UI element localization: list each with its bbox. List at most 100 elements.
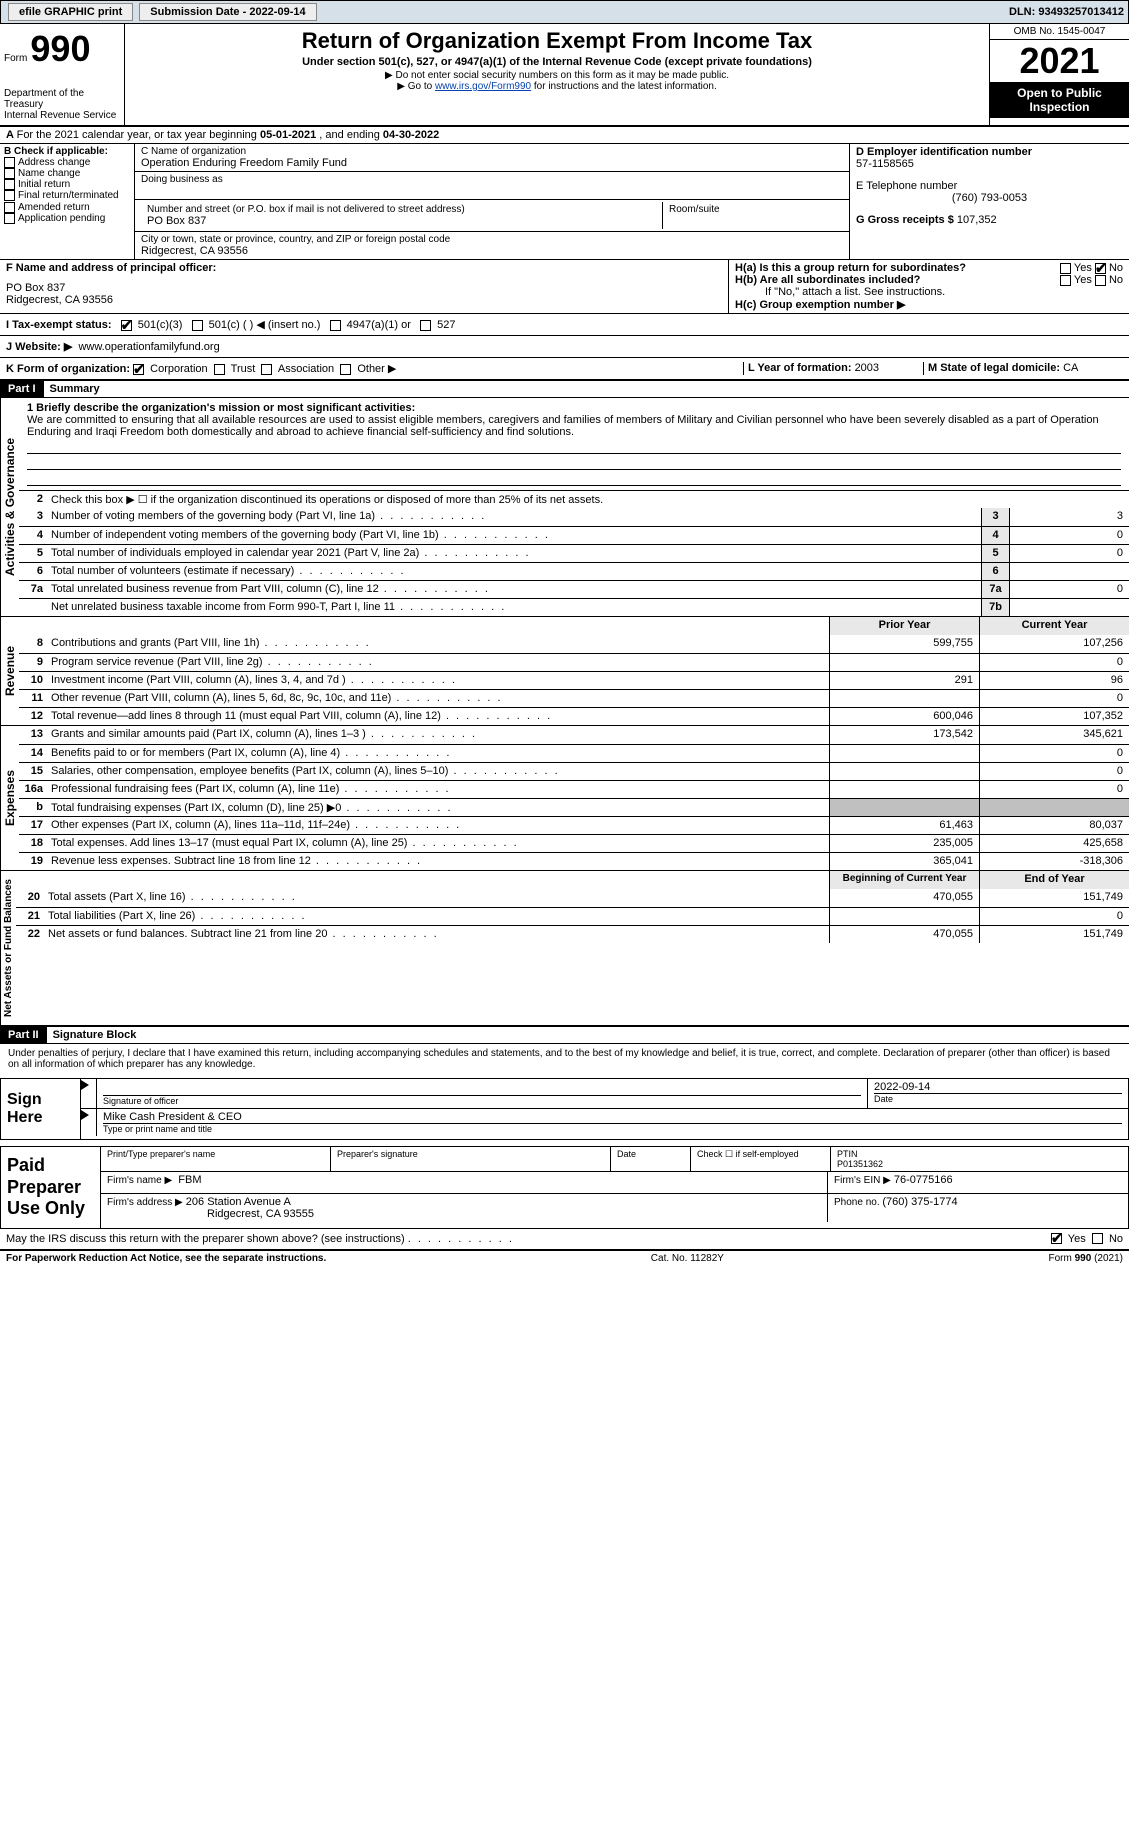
mission-box: 1 Briefly describe the organization's mi… bbox=[19, 398, 1129, 490]
line-num: 11 bbox=[19, 690, 47, 707]
row-klm: K Form of organization: Corporation Trus… bbox=[0, 358, 1129, 380]
checkbox-icon[interactable] bbox=[1060, 275, 1071, 286]
line-text: Other revenue (Part VIII, column (A), li… bbox=[47, 690, 829, 707]
checkbox-checked-icon[interactable] bbox=[133, 364, 144, 375]
city-box: City or town, state or province, country… bbox=[135, 232, 849, 259]
curr-value: 107,256 bbox=[979, 635, 1129, 653]
line-num: 2 bbox=[19, 491, 47, 508]
col-b: B Check if applicable: Address change Na… bbox=[0, 144, 135, 259]
checkbox-icon[interactable] bbox=[1095, 275, 1106, 286]
checkbox-icon[interactable] bbox=[192, 320, 203, 331]
line-text: Total number of volunteers (estimate if … bbox=[47, 563, 981, 580]
line-num bbox=[16, 871, 44, 889]
line-num: b bbox=[19, 799, 47, 816]
submission-date-btn[interactable]: Submission Date - 2022-09-14 bbox=[139, 3, 316, 21]
net-header-row: Beginning of Current Year End of Year bbox=[16, 871, 1129, 889]
b-opt-1-label: Name change bbox=[18, 168, 80, 179]
paid-row-2: Firm's name ▶ FBM Firm's EIN ▶ 76-077516… bbox=[101, 1172, 1128, 1194]
name-label: Type or print name and title bbox=[103, 1123, 1122, 1134]
i-opt1: 501(c)(3) bbox=[138, 319, 183, 331]
activities-governance-section: Activities & Governance 1 Briefly descri… bbox=[0, 398, 1129, 617]
checkbox-icon[interactable] bbox=[4, 168, 15, 179]
table-row: 22 Net assets or fund balances. Subtract… bbox=[16, 925, 1129, 943]
table-row: 14 Benefits paid to or for members (Part… bbox=[19, 744, 1129, 762]
date-label: Date bbox=[874, 1093, 1122, 1104]
line-value bbox=[1009, 563, 1129, 580]
yes-label: Yes bbox=[1074, 262, 1092, 274]
m-label: M State of legal domicile: bbox=[928, 362, 1063, 374]
hdr-prior: Prior Year bbox=[829, 617, 979, 635]
checkbox-icon[interactable] bbox=[4, 202, 15, 213]
i-opt4: 527 bbox=[437, 319, 455, 331]
line-text: Total liabilities (Part X, line 26) bbox=[44, 908, 829, 925]
checkbox-icon[interactable] bbox=[330, 320, 341, 331]
line-num: 6 bbox=[19, 563, 47, 580]
paid-right: Print/Type preparer's name Preparer's si… bbox=[101, 1147, 1128, 1228]
org-name: Operation Enduring Freedom Family Fund bbox=[141, 157, 843, 169]
col-f: F Name and address of principal officer:… bbox=[0, 260, 729, 313]
officer-name-title: Mike Cash President & CEO bbox=[103, 1111, 1122, 1123]
ein-label: D Employer identification number bbox=[856, 146, 1123, 158]
checkbox-icon[interactable] bbox=[4, 190, 15, 201]
checkbox-checked-icon[interactable] bbox=[1051, 1233, 1062, 1244]
b-opt-3: Final return/terminated bbox=[4, 190, 130, 201]
line-text: Total revenue—add lines 8 through 11 (mu… bbox=[47, 708, 829, 725]
form-number: 990 bbox=[30, 28, 90, 69]
curr-value: 345,621 bbox=[979, 726, 1129, 744]
prior-value: 599,755 bbox=[829, 635, 979, 653]
org-name-box: C Name of organization Operation Endurin… bbox=[135, 144, 849, 172]
line-text: Total fundraising expenses (Part IX, col… bbox=[47, 799, 829, 816]
title-box: Return of Organization Exempt From Incom… bbox=[125, 24, 989, 125]
line-num: 21 bbox=[16, 908, 44, 925]
b-opt-3-label: Final return/terminated bbox=[18, 191, 119, 202]
table-row: 5 Total number of individuals employed i… bbox=[19, 544, 1129, 562]
checkbox-checked-icon[interactable] bbox=[1095, 263, 1106, 274]
phone-label: Phone no. bbox=[834, 1197, 882, 1208]
table-row: 10 Investment income (Part VIII, column … bbox=[19, 671, 1129, 689]
table-row: 17 Other expenses (Part IX, column (A), … bbox=[19, 816, 1129, 834]
room-suite: Room/suite bbox=[663, 202, 843, 229]
prior-value bbox=[829, 763, 979, 780]
curr-value: 0 bbox=[979, 763, 1129, 780]
irs-link[interactable]: www.irs.gov/Form990 bbox=[435, 81, 531, 92]
col-h: H(a) Is this a group return for subordin… bbox=[729, 260, 1129, 313]
prior-value: 173,542 bbox=[829, 726, 979, 744]
submission-label: Submission Date - bbox=[150, 6, 249, 18]
curr-value bbox=[979, 799, 1129, 816]
prep-date-label: Date bbox=[611, 1147, 691, 1171]
line-value: 0 bbox=[1009, 527, 1129, 544]
checkbox-icon[interactable] bbox=[1060, 263, 1071, 274]
line-2: 2 Check this box ▶ ☐ if the organization… bbox=[19, 490, 1129, 508]
checkbox-checked-icon[interactable] bbox=[121, 320, 132, 331]
line-text: Professional fundraising fees (Part IX, … bbox=[47, 781, 829, 798]
curr-value: 0 bbox=[979, 745, 1129, 762]
line-text: Total number of individuals employed in … bbox=[47, 545, 981, 562]
checkbox-icon[interactable] bbox=[214, 364, 225, 375]
checkbox-icon[interactable] bbox=[420, 320, 431, 331]
checkbox-icon[interactable] bbox=[1092, 1233, 1103, 1244]
table-row: 9 Program service revenue (Part VIII, li… bbox=[19, 653, 1129, 671]
curr-value: 151,749 bbox=[979, 889, 1129, 907]
addr-left: Number and street (or P.O. box if mail i… bbox=[141, 202, 663, 229]
room-label: Room/suite bbox=[669, 204, 837, 215]
line-text bbox=[47, 617, 829, 635]
note2-post: for instructions and the latest informat… bbox=[531, 81, 717, 92]
form-title: Return of Organization Exempt From Incom… bbox=[133, 28, 981, 54]
firm-phone-cell: Phone no. (760) 375-1774 bbox=[828, 1194, 1128, 1222]
section-bcd: B Check if applicable: Address change Na… bbox=[0, 144, 1129, 260]
checkbox-icon[interactable] bbox=[261, 364, 272, 375]
checkbox-icon[interactable] bbox=[4, 213, 15, 224]
checkbox-icon[interactable] bbox=[4, 179, 15, 190]
b-opt-5: Application pending bbox=[4, 213, 130, 224]
row-m: M State of legal domicile: CA bbox=[923, 362, 1123, 375]
sidetab-net: Net Assets or Fund Balances bbox=[0, 871, 16, 1025]
checkbox-icon[interactable] bbox=[4, 157, 15, 168]
line-num: 4 bbox=[19, 527, 47, 544]
line-text bbox=[44, 871, 829, 889]
line-value: 0 bbox=[1009, 545, 1129, 562]
dots bbox=[408, 1233, 514, 1245]
checkbox-icon[interactable] bbox=[340, 364, 351, 375]
form-number-box: Form 990 Department of the Treasury Inte… bbox=[0, 24, 125, 125]
arrow-icon bbox=[81, 1080, 89, 1090]
check-self: Check ☐ if self-employed bbox=[691, 1147, 831, 1171]
